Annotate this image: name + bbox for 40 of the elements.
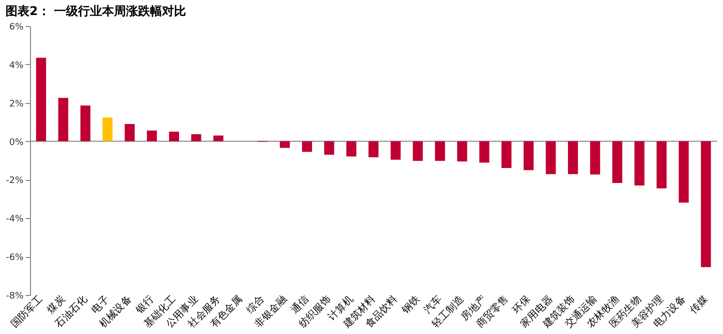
y-tick-label: -6% <box>6 253 24 264</box>
bar <box>501 141 512 168</box>
x-tick-label: 传媒 <box>688 294 710 316</box>
bar <box>280 141 290 148</box>
bar <box>546 141 556 174</box>
bar <box>324 141 334 155</box>
y-tick-label: 6% <box>9 22 24 32</box>
bar <box>169 132 180 142</box>
bar <box>412 141 423 161</box>
bar <box>58 98 68 142</box>
bar <box>590 141 600 175</box>
bar <box>213 136 224 142</box>
bar <box>390 141 401 160</box>
bar <box>678 141 689 203</box>
y-tick-label: 2% <box>9 99 24 110</box>
y-tick-label: -8% <box>6 292 24 302</box>
y-tick-label: 4% <box>9 60 24 71</box>
bar <box>568 141 578 174</box>
bar <box>434 141 445 161</box>
bar <box>479 141 490 163</box>
bar <box>700 141 711 268</box>
bar <box>634 141 644 186</box>
chart-title: 图表2： 一级行业本周涨跌幅对比 <box>5 4 186 18</box>
bar <box>146 130 157 142</box>
bar <box>346 141 356 156</box>
y-tick-label: -2% <box>6 176 24 186</box>
bar <box>524 141 534 170</box>
bar <box>302 141 312 152</box>
bar <box>457 141 468 162</box>
bar <box>36 58 46 142</box>
y-tick-label: -4% <box>6 214 24 225</box>
bar <box>124 124 135 142</box>
bar <box>191 134 202 142</box>
bar <box>80 106 90 142</box>
y-tick-label: 0% <box>9 138 24 148</box>
bar <box>368 141 378 158</box>
bar <box>656 141 667 188</box>
x-tick-label: 钢铁 <box>398 293 422 317</box>
bar <box>102 117 113 142</box>
bar <box>612 141 622 183</box>
